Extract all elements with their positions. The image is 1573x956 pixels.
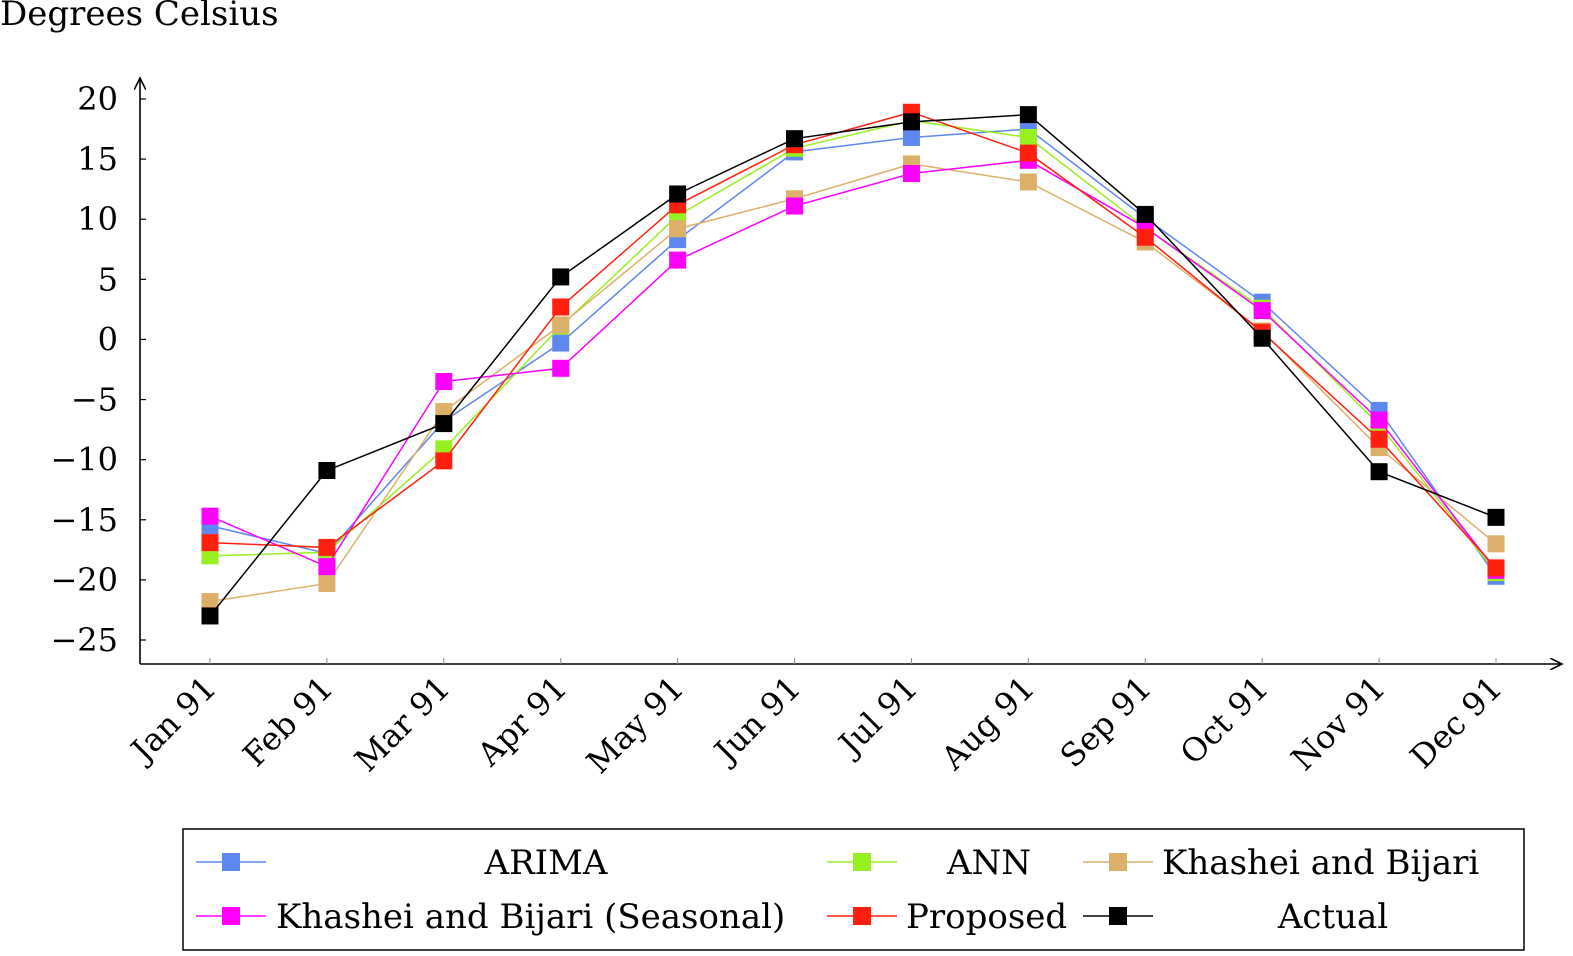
data-point-actual-nov-91 — [1371, 463, 1388, 480]
data-point-khashei-and-bijari-seasonal-feb-91 — [318, 558, 335, 575]
data-point-actual-jul-91 — [903, 113, 920, 130]
data-point-khashei-and-bijari-dec-91 — [1488, 535, 1505, 552]
legend-marker — [853, 853, 871, 871]
data-point-actual-feb-91 — [318, 462, 335, 479]
y-tick-label: −10 — [50, 441, 118, 479]
series-khashei-and-bijari — [202, 155, 1505, 610]
legend-marker — [222, 853, 240, 871]
data-point-khashei-and-bijari-seasonal-apr-91 — [552, 360, 569, 377]
x-tick-label-dec-91: Dec 91 — [1403, 669, 1510, 776]
legend-marker — [853, 907, 871, 925]
data-point-actual-dec-91 — [1488, 509, 1505, 526]
series-line-khashei-and-bijari-seasonal — [210, 160, 1496, 570]
data-point-proposed-mar-91 — [435, 452, 452, 469]
legend-marker — [1109, 853, 1127, 871]
x-tick-label-feb-91: Feb 91 — [235, 669, 340, 774]
data-point-actual-sep-91 — [1137, 206, 1154, 223]
data-point-khashei-and-bijari-seasonal-may-91 — [669, 252, 686, 269]
data-point-actual-jun-91 — [786, 130, 803, 147]
x-tick-label-jul-91: Jul 91 — [829, 669, 925, 765]
data-point-khashei-and-bijari-feb-91 — [318, 575, 335, 592]
y-tick-label: 5 — [98, 260, 118, 298]
x-tick-label-may-91: May 91 — [579, 669, 691, 781]
y-tick-label: 10 — [77, 200, 118, 238]
data-point-arima-apr-91 — [552, 335, 569, 352]
y-tick-label: 20 — [77, 80, 118, 118]
axes — [140, 78, 1562, 664]
series-line-arima — [210, 129, 1496, 576]
data-point-khashei-and-bijari-seasonal-jan-91 — [202, 508, 219, 525]
y-tick-label: 0 — [98, 320, 118, 358]
data-point-proposed-aug-91 — [1020, 145, 1037, 162]
data-point-actual-may-91 — [669, 185, 686, 202]
legend-label: Actual — [1277, 897, 1388, 937]
x-tick-label-sep-91: Sep 91 — [1053, 669, 1159, 775]
data-point-arima-jul-91 — [903, 129, 920, 146]
data-point-proposed-sep-91 — [1137, 229, 1154, 246]
data-point-khashei-and-bijari-seasonal-jul-91 — [903, 165, 920, 182]
data-point-proposed-jan-91 — [202, 534, 219, 551]
data-point-khashei-and-bijari-aug-91 — [1020, 173, 1037, 190]
legend-label: Proposed — [906, 897, 1067, 937]
data-point-proposed-feb-91 — [318, 539, 335, 556]
data-point-proposed-apr-91 — [552, 298, 569, 315]
series-proposed — [202, 104, 1505, 577]
y-ticks: 20 15 10 5 0 −5 −10 −15 −20 −25 — [50, 80, 146, 659]
y-tick-label: −5 — [71, 381, 118, 419]
y-tick-label: 15 — [77, 140, 118, 178]
data-point-actual-mar-91 — [435, 415, 452, 432]
data-point-ann-aug-91 — [1020, 129, 1037, 146]
series-actual — [202, 106, 1505, 624]
legend-label: ARIMA — [484, 843, 608, 883]
x-tick-label-aug-91: Aug 91 — [933, 669, 1042, 778]
x-tick-label-jun-91: Jun 91 — [705, 669, 808, 772]
x-ticks: Jan 91 Feb 91 Mar 91 Apr 91 May 91 Jun 91 Jul … — [122, 658, 1510, 781]
data-point-khashei-and-bijari-may-91 — [669, 220, 686, 237]
series-ann — [202, 112, 1505, 581]
series-khashei-and-bijari-seasonal — [202, 152, 1505, 579]
x-tick-label-mar-91: Mar 91 — [347, 669, 457, 779]
data-point-khashei-and-bijari-seasonal-mar-91 — [435, 373, 452, 390]
series-line-ann — [210, 121, 1496, 573]
legend: ARIMA ANN Khashei and Bijari Khashei and Bi… — [183, 829, 1524, 950]
data-point-proposed-nov-91 — [1371, 431, 1388, 448]
legend-label: Khashei and Bijari — [1162, 843, 1479, 883]
legend-marker — [1109, 907, 1127, 925]
line-chart: 20 15 10 5 0 −5 −10 −15 −20 −25 Jan 91 Feb 91 Mar 9… — [0, 0, 1573, 956]
x-tick-label-jan-91: Jan 91 — [122, 669, 224, 771]
data-point-actual-aug-91 — [1020, 106, 1037, 123]
data-point-proposed-dec-91 — [1488, 559, 1505, 576]
data-point-actual-jan-91 — [202, 607, 219, 624]
data-point-khashei-and-bijari-apr-91 — [552, 317, 569, 334]
series-line-khashei-and-bijari — [210, 164, 1496, 602]
y-tick-label: −25 — [50, 621, 118, 659]
data-point-actual-oct-91 — [1254, 330, 1271, 347]
legend-label: Khashei and Bijari (Seasonal) — [276, 897, 785, 937]
y-tick-label: −15 — [50, 501, 118, 539]
x-tick-label-nov-91: Nov 91 — [1284, 669, 1393, 778]
data-point-khashei-and-bijari-seasonal-nov-91 — [1371, 411, 1388, 428]
data-point-khashei-and-bijari-seasonal-oct-91 — [1254, 302, 1271, 319]
data-point-khashei-and-bijari-seasonal-jun-91 — [786, 197, 803, 214]
x-tick-label-apr-91: Apr 91 — [469, 669, 574, 774]
legend-label: ANN — [946, 843, 1031, 883]
data-point-actual-apr-91 — [552, 268, 569, 285]
y-tick-label: −20 — [50, 561, 118, 599]
legend-item-khashei-and-bijari-seasonal: Khashei and Bijari (Seasonal) — [196, 897, 785, 937]
series-group — [202, 104, 1505, 625]
x-tick-label-oct-91: Oct 91 — [1173, 669, 1276, 772]
legend-marker — [222, 907, 240, 925]
